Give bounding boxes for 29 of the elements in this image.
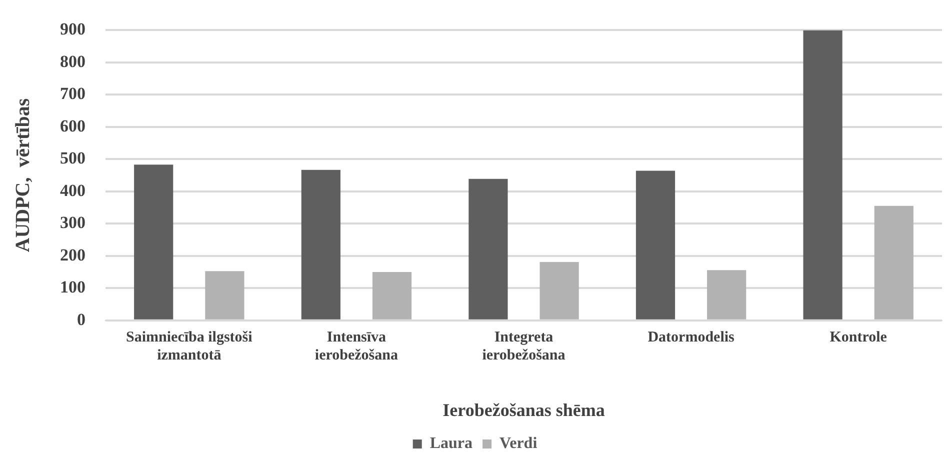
y-tick-label: 700 xyxy=(60,84,86,104)
bar xyxy=(540,262,579,320)
x-tick-label: Integreta ierobežošana xyxy=(482,329,566,364)
x-axis-title: Ierobežošanas shēma xyxy=(442,400,605,420)
bar xyxy=(301,170,340,320)
bar xyxy=(134,164,174,320)
x-tick-label: Saimniecība ilgstoši izmantotā xyxy=(126,329,252,364)
bar xyxy=(707,270,746,320)
x-tick-label: Kontrole xyxy=(830,329,888,346)
y-tick-label: 200 xyxy=(60,245,86,264)
legend-label: Verdi xyxy=(500,435,538,452)
bar xyxy=(372,272,412,320)
bar xyxy=(874,206,914,320)
bar xyxy=(803,30,842,320)
y-tick-label: 500 xyxy=(60,148,86,168)
x-tick-label: Datormodelis xyxy=(648,329,735,346)
bar xyxy=(205,271,244,320)
bar xyxy=(636,170,676,320)
bar xyxy=(468,178,508,320)
y-axis-title: AUDPC, vērtības xyxy=(12,98,34,252)
y-tick-label: 400 xyxy=(60,180,86,200)
y-tick-label: 300 xyxy=(60,213,86,232)
y-tick-label: 600 xyxy=(60,116,86,136)
y-tick-label: 800 xyxy=(60,52,86,71)
y-tick-label: 900 xyxy=(60,20,86,39)
legend-label: Laura xyxy=(430,435,473,452)
y-tick-label: 0 xyxy=(77,310,86,329)
x-tick-label: Intensīva ierobežošana xyxy=(314,329,398,364)
y-tick-label: 100 xyxy=(60,278,86,297)
